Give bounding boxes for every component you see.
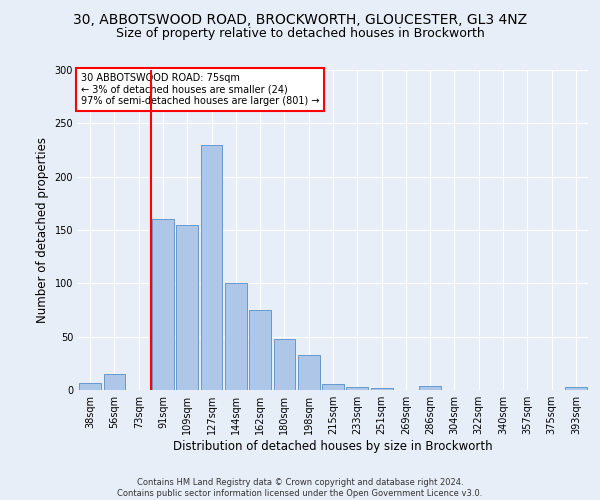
Bar [419,386,441,390]
Bar [565,387,587,390]
Bar [176,224,198,390]
Bar [274,339,295,390]
Bar [298,355,320,390]
X-axis label: Distribution of detached houses by size in Brockworth: Distribution of detached houses by size … [173,440,493,453]
Text: Size of property relative to detached houses in Brockworth: Size of property relative to detached ho… [116,28,484,40]
Bar [346,387,368,390]
Text: 30, ABBOTSWOOD ROAD, BROCKWORTH, GLOUCESTER, GL3 4NZ: 30, ABBOTSWOOD ROAD, BROCKWORTH, GLOUCES… [73,12,527,26]
Bar [200,144,223,390]
Text: Contains HM Land Registry data © Crown copyright and database right 2024.
Contai: Contains HM Land Registry data © Crown c… [118,478,482,498]
Bar [322,384,344,390]
Bar [152,220,174,390]
Bar [79,382,101,390]
Bar [249,310,271,390]
Y-axis label: Number of detached properties: Number of detached properties [36,137,49,323]
Bar [104,374,125,390]
Text: 30 ABBOTSWOOD ROAD: 75sqm
← 3% of detached houses are smaller (24)
97% of semi-d: 30 ABBOTSWOOD ROAD: 75sqm ← 3% of detach… [80,73,319,106]
Bar [225,284,247,390]
Bar [371,388,392,390]
